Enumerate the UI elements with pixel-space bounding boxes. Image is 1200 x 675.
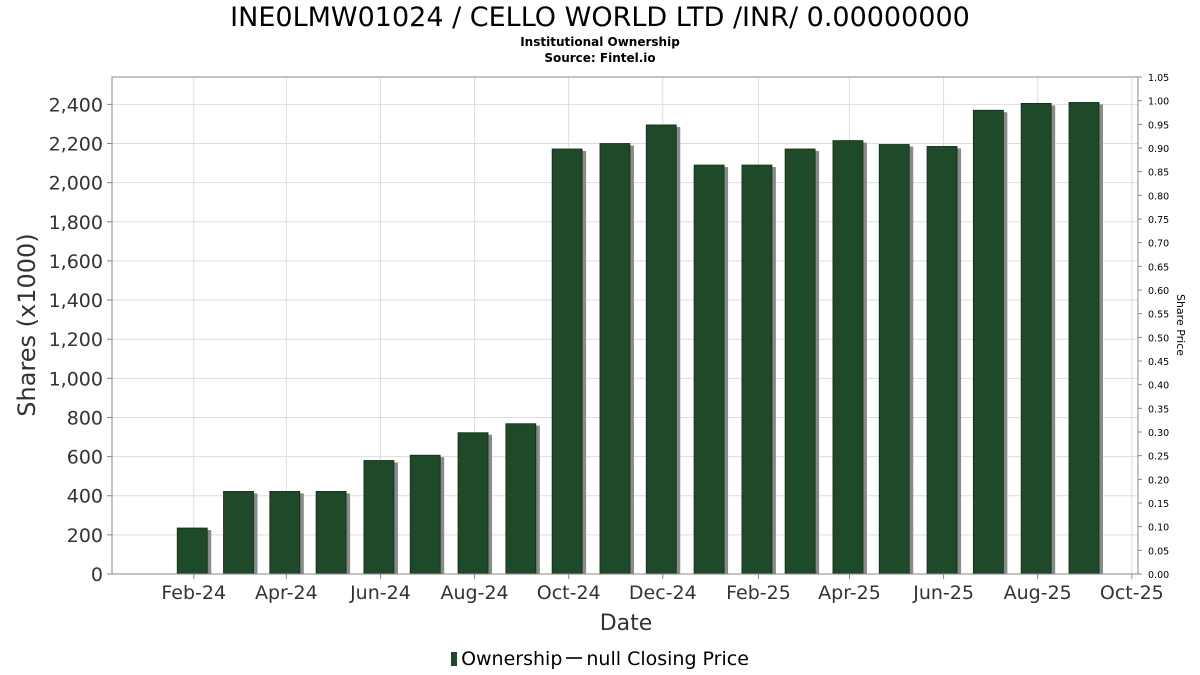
x-tick-label: Feb-24: [161, 582, 226, 604]
price-legend-line: [566, 657, 583, 659]
y2-tick-label: 0.30: [1148, 428, 1169, 439]
plot-area-frame: [111, 76, 1139, 575]
chart-title: INE0LMW01024 / CELLO WORLD LTD /INR/ 0.0…: [230, 2, 970, 33]
x-tick-label: Apr-25: [818, 582, 881, 604]
ownership-bar: [176, 527, 208, 575]
ownership-bar: [269, 491, 301, 575]
ownership-bar: [315, 491, 347, 575]
y2-tick-label: 0.55: [1148, 310, 1169, 321]
ownership-bar: [457, 432, 489, 575]
y2-tick-label: 1.00: [1148, 97, 1169, 108]
ownership-bar: [505, 423, 537, 575]
y-axis-title: Shares (x1000): [13, 233, 41, 416]
ownership-bar: [645, 124, 677, 575]
y2-tick-label: 0.65: [1148, 262, 1169, 273]
ownership-legend-label: Ownership: [461, 648, 563, 670]
ownership-legend-swatch: [451, 652, 458, 666]
ownership-bar: [878, 144, 910, 575]
chart-source: Source: Fintel.io: [544, 51, 656, 65]
y2-tick-label: 0.70: [1148, 239, 1169, 250]
y-tick-label: 800: [67, 407, 103, 429]
y-tick-label: 1,600: [49, 251, 103, 273]
ownership-bar: [693, 164, 725, 575]
y2-tick-label: 0.60: [1148, 286, 1169, 297]
x-tick-label: Oct-24: [537, 582, 601, 604]
y2-tick-label: 1.05: [1148, 73, 1169, 84]
y2-tick-label: 0.40: [1148, 381, 1169, 392]
y-tick-label: 1,800: [49, 212, 103, 234]
y2-tick-label: 0.95: [1148, 120, 1169, 131]
y-tick-label: 1,200: [49, 329, 103, 351]
chart-subtitle: Institutional Ownership: [520, 35, 680, 49]
y-tick-label: 0: [91, 564, 103, 586]
axis-layer: 0 200 400 600 800 1,000 1,200 1,400 1,600 1,800 2,…: [49, 73, 1170, 604]
y2-tick-label: 0.10: [1148, 523, 1169, 534]
y2-tick-label: 0.15: [1148, 499, 1169, 510]
y2-tick-label: 0.80: [1148, 191, 1169, 202]
y2-tick-label: 0.45: [1148, 357, 1169, 368]
ownership-bar: [363, 460, 395, 575]
x-tick-label: Aug-25: [1004, 582, 1072, 604]
ownership-bar: [972, 109, 1004, 575]
y-tick-label: 2,400: [49, 94, 103, 116]
x-tick-label: Dec-24: [629, 582, 697, 604]
y-tick-label: 200: [67, 525, 103, 547]
x-tick-label: Apr-24: [255, 582, 318, 604]
x-tick-label: Jun-24: [349, 582, 411, 604]
y2-tick-label: 0.85: [1148, 168, 1169, 179]
ownership-bar: [1068, 102, 1100, 575]
ownership-bar: [599, 143, 631, 575]
ownership-bar: [784, 148, 816, 575]
y2-tick-label: 0.20: [1148, 475, 1169, 486]
y-tick-label: 1,000: [49, 368, 103, 390]
ownership-bar: [926, 146, 958, 575]
ownership-bar: [832, 140, 864, 575]
y2-axis-title: Share Price: [1174, 294, 1187, 356]
y2-tick-label: 0.50: [1148, 333, 1169, 344]
x-axis-title: Date: [600, 611, 653, 636]
x-tick-label: Aug-24: [441, 582, 509, 604]
y-tick-label: 600: [67, 447, 103, 469]
ownership-bar: [223, 491, 254, 575]
x-tick-label: Oct-25: [1100, 582, 1164, 604]
y2-tick-label: 0.05: [1148, 546, 1169, 557]
ownership-bar: [741, 164, 773, 575]
y-tick-label: 1,400: [49, 290, 103, 312]
y-tick-label: 2,000: [49, 173, 103, 195]
y2-tick-label: 0.75: [1148, 215, 1169, 226]
x-tick-label: Feb-25: [726, 582, 791, 604]
y2-tick-label: 0.90: [1148, 144, 1169, 155]
y2-tick-label: 0.35: [1148, 404, 1169, 415]
y2-tick-label: 0.25: [1148, 452, 1169, 463]
y-tick-label: 2,200: [49, 134, 103, 156]
ownership-bar: [1020, 103, 1052, 575]
ownership-bar: [551, 148, 583, 575]
ownership-bar: [409, 454, 441, 575]
y-tick-label: 400: [67, 486, 103, 508]
price-legend-label: null Closing Price: [586, 648, 749, 670]
x-tick-label: Jun-25: [912, 582, 974, 604]
y2-tick-label: 0.00: [1148, 570, 1169, 581]
chart-legend: Ownership null Closing Price: [0, 647, 1200, 671]
bar-layer: [176, 102, 1103, 575]
